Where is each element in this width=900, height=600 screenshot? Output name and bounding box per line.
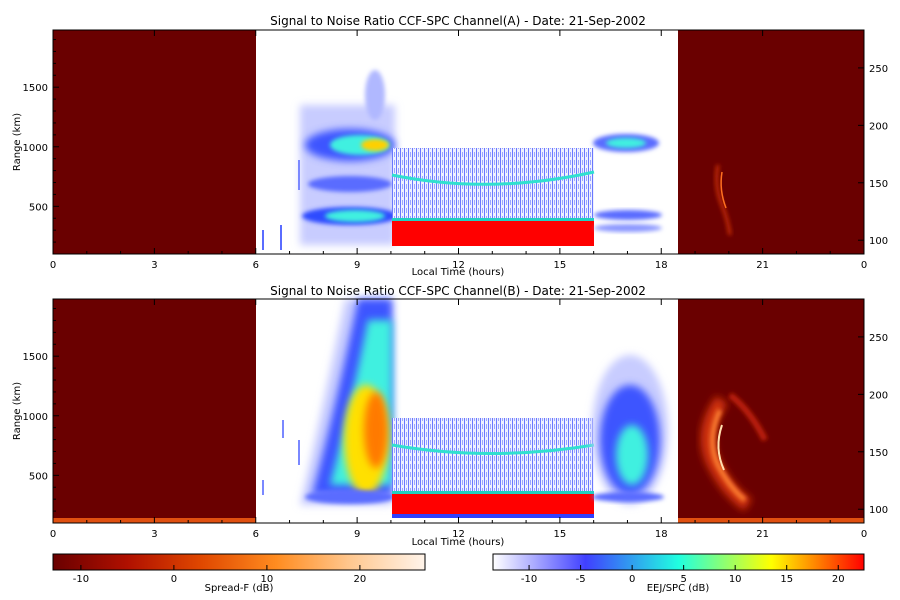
x-tick-label: 3 — [151, 260, 157, 271]
panel-b-spread-f-right — [678, 299, 864, 523]
panel-a-title: Signal to Noise Ratio CCF-SPC Channel(A)… — [270, 14, 646, 28]
y-tick-label: 1000 — [23, 412, 48, 423]
y-tick-label: 500 — [29, 202, 48, 213]
y2-tick-label: 100 — [869, 505, 888, 516]
colorbar-eej-bar — [492, 553, 865, 571]
y-tick-label: 500 — [29, 471, 48, 482]
panel-a-y-ticks: 500 1000 1500 — [23, 39, 59, 243]
panel-a-y2-ticks: 100 150 200 250 — [858, 64, 888, 247]
colorbar-tick-label: -10 — [521, 574, 537, 585]
x-tick-label: 9 — [354, 260, 360, 271]
panel-a-x-ticks: 0 3 6 9 12 15 18 21 0 — [50, 30, 867, 271]
panel-a-afternoon-echo — [593, 134, 662, 232]
panel-b: Signal to Noise Ratio CCF-SPC Channel(B)… — [12, 284, 888, 548]
y-tick-label: 1000 — [23, 143, 48, 154]
colorbar-tick-label: 0 — [629, 574, 635, 585]
x-tick-label: 0 — [50, 529, 56, 540]
colorbar-tick-label: 10 — [729, 574, 742, 585]
colorbar-eej: -10 -5 0 5 10 15 20 EEJ/SPC (dB) — [492, 553, 865, 594]
panel-a-spread-f-left — [53, 30, 256, 254]
colorbar-tick-label: 0 — [171, 574, 177, 585]
x-tick-label: 15 — [554, 529, 567, 540]
x-tick-label: 0 — [50, 260, 56, 271]
x-tick-label: 6 — [253, 529, 259, 540]
panel-b-afternoon-echo — [592, 355, 668, 505]
panel-b-y-ticks: 500 1000 1500 — [23, 308, 59, 512]
colorbar-eej-ticks: -10 -5 0 5 10 15 20 — [521, 565, 845, 585]
panel-a-spread-f-echo — [715, 164, 732, 236]
y2-tick-label: 150 — [869, 448, 888, 459]
panel-b-xlabel: Local Time (hours) — [412, 537, 505, 548]
panel-a: Signal to Noise Ratio CCF-SPC Channel(A)… — [12, 14, 888, 278]
panel-b-x-ticks: 0 3 6 9 12 15 18 21 0 — [50, 299, 867, 540]
x-tick-label: 21 — [756, 260, 769, 271]
panel-b-spread-f-left — [53, 299, 256, 523]
colorbar-tick-label: 15 — [780, 574, 793, 585]
colorbar-tick-label: 10 — [261, 574, 274, 585]
colorbar-eej-label: EEJ/SPC (dB) — [647, 583, 710, 594]
colorbar-spread-f-bar — [52, 553, 426, 571]
y2-tick-label: 200 — [869, 121, 888, 132]
colorbar-spread-f: -10 0 10 20 Spread-F (dB) — [52, 553, 426, 594]
colorbar-tick-label: 20 — [354, 574, 367, 585]
y-tick-label: 1500 — [23, 83, 48, 94]
y2-tick-label: 250 — [869, 64, 888, 75]
panel-a-xlabel: Local Time (hours) — [412, 267, 505, 278]
panel-b-spc-block — [391, 418, 595, 518]
x-tick-label: 21 — [756, 529, 769, 540]
x-tick-label: 18 — [655, 529, 668, 540]
x-tick-label: 12 — [452, 529, 465, 540]
panel-a-spc-block — [391, 148, 595, 246]
panel-a-morning-echo — [262, 70, 398, 250]
colorbar-spread-f-ticks: -10 0 10 20 — [73, 565, 367, 585]
x-tick-label: 6 — [253, 260, 259, 271]
y2-tick-label: 200 — [869, 390, 888, 401]
x-tick-label: 3 — [151, 529, 157, 540]
colorbar-spread-f-label: Spread-F (dB) — [205, 583, 274, 594]
colorbar-tick-label: 20 — [832, 574, 845, 585]
colorbar-tick-label: 5 — [680, 574, 686, 585]
colorbar-tick-label: -5 — [576, 574, 586, 585]
x-tick-label: 18 — [655, 260, 668, 271]
panel-b-spread-f-echo — [700, 392, 768, 511]
y2-tick-label: 250 — [869, 333, 888, 344]
panel-a-ylabel: Range (km) — [12, 113, 23, 171]
x-tick-label: 9 — [354, 529, 360, 540]
panel-b-morning-echo — [262, 299, 395, 505]
x-tick-label: 0 — [861, 260, 867, 271]
y2-tick-label: 100 — [869, 236, 888, 247]
colorbar-tick-label: -10 — [73, 574, 89, 585]
panel-b-y2-ticks: 100 150 200 250 — [858, 333, 888, 516]
x-tick-label: 0 — [861, 529, 867, 540]
panel-b-ylabel: Range (km) — [12, 382, 23, 440]
y2-tick-label: 150 — [869, 179, 888, 190]
panel-a-spread-f-right — [678, 30, 864, 254]
x-tick-label: 12 — [452, 260, 465, 271]
y-tick-label: 1500 — [23, 352, 48, 363]
x-tick-label: 15 — [554, 260, 567, 271]
panel-b-title: Signal to Noise Ratio CCF-SPC Channel(B)… — [270, 284, 646, 298]
